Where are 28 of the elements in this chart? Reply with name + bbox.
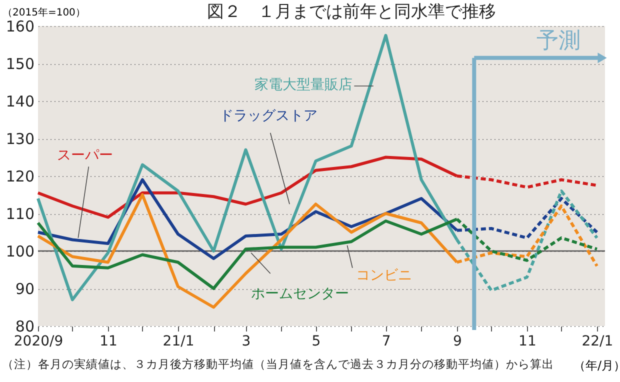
x-tick-label: 7 [382, 334, 391, 350]
x-tick-label: 9 [452, 334, 462, 350]
y-tick-label: 110 [6, 205, 34, 223]
y-tick-label: 100 [6, 242, 34, 260]
ref-line-label: 予測 [536, 28, 581, 54]
y-tick-label: 150 [6, 55, 34, 73]
text: ドラッグストア [220, 108, 318, 124]
y-tick-label: 160 [6, 18, 34, 36]
y-tick-label: 120 [6, 168, 34, 186]
x-tick-label: 11 [100, 334, 118, 350]
text: コンビニ [356, 267, 412, 284]
text: （注）各月の実績値は、３カ月後方移動平均値（当月値を含んで過去３カ月分の移動平均値）から算出 [2, 357, 554, 371]
y-tick-label: 140 [6, 92, 34, 110]
x-tick-label: 3 [242, 334, 251, 350]
x-axis-title: （年/月） [573, 358, 620, 372]
series-label: ホームセンター [251, 286, 350, 302]
x-tick-label: 2020/9 [14, 334, 64, 350]
y-tick-label: 130 [6, 130, 34, 148]
text: スーパー [57, 147, 114, 164]
series-label: 家電大型量販店 [254, 76, 353, 93]
y-tick-label: 90 [15, 280, 34, 298]
chart-title: 図２ １月までは前年と同水準で推移 [207, 2, 496, 22]
x-tick-label: 22/1 [582, 334, 614, 350]
x-tick-label: 5 [312, 334, 321, 350]
x-tick-label: 11 [518, 334, 536, 350]
y-axis-title: （2015年=100） [2, 6, 86, 18]
x-tick-label: 21/1 [162, 334, 194, 350]
y-tick-label: 80 [15, 318, 34, 336]
